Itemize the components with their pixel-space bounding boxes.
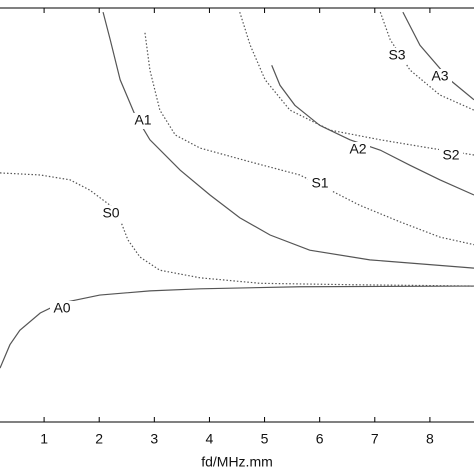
curve [239, 11, 474, 156]
x-axis-label: fd/MHz.mm [201, 454, 273, 470]
curve-label-bg [131, 113, 155, 129]
curve-label-bg [439, 148, 463, 164]
x-tick-label: 4 [206, 431, 214, 447]
curve [379, 11, 474, 111]
curve [144, 32, 474, 246]
curve [102, 11, 474, 269]
x-tick-label: 2 [95, 431, 103, 447]
x-tick-label: 5 [261, 431, 269, 447]
curve [0, 172, 474, 287]
curve-label: S0 [102, 205, 119, 221]
x-tick-label: 8 [426, 431, 434, 447]
x-tick-label: 6 [316, 431, 324, 447]
x-tick-label: 1 [40, 431, 48, 447]
x-tick-label: 7 [371, 431, 379, 447]
curve-label: A1 [134, 112, 151, 128]
curve-label: S1 [311, 175, 328, 191]
curve-label: A0 [53, 300, 70, 316]
curve-label-bg [346, 142, 370, 158]
curve [402, 11, 474, 101]
x-tick-label: 3 [150, 431, 158, 447]
curve-label-bg [99, 206, 123, 222]
curve-label: S3 [388, 47, 405, 63]
curve-label: A3 [431, 68, 448, 84]
curve [0, 285, 474, 369]
curve-label-bg [385, 48, 409, 64]
curve [271, 65, 474, 196]
curve-label: A2 [349, 141, 366, 157]
curve-label: S2 [442, 147, 459, 163]
curve-label-bg [428, 69, 452, 85]
curve-label-bg [50, 301, 74, 317]
curve-label-bg [308, 176, 332, 192]
